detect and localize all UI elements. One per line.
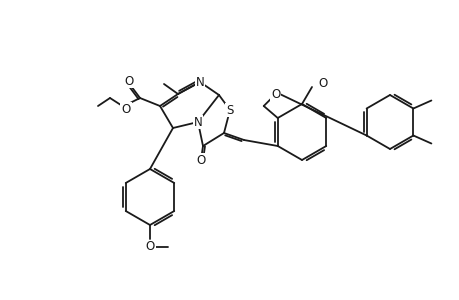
Text: O: O — [318, 76, 327, 89]
Text: S: S — [226, 103, 233, 116]
Text: N: N — [195, 76, 204, 88]
Text: O: O — [121, 103, 130, 116]
Text: N: N — [193, 116, 202, 128]
Text: O: O — [124, 74, 133, 88]
Text: O: O — [145, 241, 154, 254]
Text: O: O — [270, 88, 280, 100]
Text: O: O — [196, 154, 205, 166]
